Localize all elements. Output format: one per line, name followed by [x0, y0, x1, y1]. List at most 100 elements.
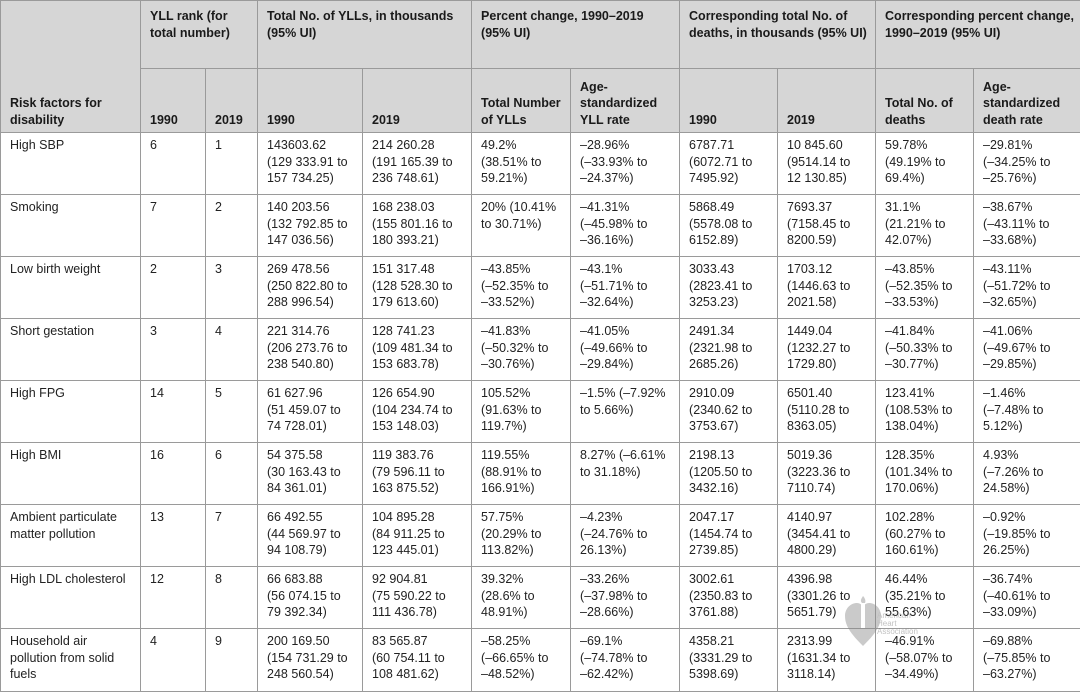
cell-line: 153 148.03)	[372, 419, 439, 433]
cell-line: 123.41%	[885, 386, 935, 400]
deaths-pct-age-cell: –0.92% (–19.85% to 26.25%)	[973, 504, 1080, 567]
cell-line: 166.91%)	[481, 481, 535, 495]
deaths-pct-age-cell: –41.06% (–49.67% to –29.85%)	[973, 318, 1080, 381]
cell-line: –36.74%	[983, 572, 1033, 586]
cell-line: (49.19% to	[885, 154, 946, 169]
rank-1990-cell: 13	[140, 504, 206, 567]
cell-line: –43.1%	[580, 262, 623, 276]
cell-line: 4800.29)	[787, 543, 837, 557]
rank-1990-cell: 12	[140, 566, 206, 629]
cell-line: 126 654.90	[372, 386, 435, 400]
table-row: Smoking 7 2 140 203.56 (132 792.85 to 147 036…	[0, 194, 1080, 257]
cell-line: 5019.36	[787, 448, 833, 462]
yll-pct-total-cell: 57.75% (20.29% to 113.82%)	[471, 504, 572, 567]
cell-line: (–52.35% to	[481, 278, 549, 293]
cell-line: –29.81%	[983, 138, 1033, 152]
cell-line: 104 895.28	[372, 510, 435, 524]
cell-line: 3753.67)	[689, 419, 739, 433]
cell-line: 39.32%	[481, 572, 524, 586]
yll-2019-cell: 126 654.90 (104 234.74 to 153 148.03)	[362, 380, 473, 443]
cell-line: (5578.08 to	[689, 216, 753, 231]
deaths-pct-total-cell: –46.91% (–58.07% to –34.49%)	[875, 628, 975, 692]
cell-line: 2047.17	[689, 510, 735, 524]
deaths-pct-total-cell: 123.41% (108.53% to 138.04%)	[875, 380, 975, 443]
yll-pct-age-cell: –41.31% (–45.98% to –36.16%)	[570, 194, 681, 257]
risk-factor-cell: High LDL cholesterol	[0, 566, 141, 629]
cell-line: –33.53%)	[885, 295, 939, 309]
cell-line: 2739.85)	[689, 543, 739, 557]
table-row: Low birth weight 2 3 269 478.56 (250 822.80 …	[0, 256, 1080, 319]
cell-line: 8.27% (–6.61%	[580, 448, 666, 462]
cell-line: 214 260.28	[372, 138, 435, 152]
rank-1990-cell: 3	[140, 318, 206, 381]
header-deaths-1990: 1990	[679, 68, 779, 133]
header-yll-rank: YLL rank (for total number)	[139, 0, 259, 69]
cell-line: –29.85%)	[983, 357, 1037, 371]
deaths-2019-cell: 1449.04 (1232.27 to 1729.80)	[777, 318, 877, 381]
cell-line: –63.27%)	[983, 667, 1037, 681]
cell-line: –36.16%)	[580, 233, 634, 247]
rank-2019-cell: 9	[204, 628, 259, 692]
cell-line: (128 528.30 to	[372, 278, 453, 293]
cell-line: 4140.97	[787, 510, 833, 524]
cell-line: 74 728.01)	[267, 419, 327, 433]
cell-line: (6072.71 to	[689, 154, 753, 169]
risk-factor-cell: Short gestation	[0, 318, 141, 381]
cell-line: (1205.50 to	[689, 464, 753, 479]
cell-line: 46.44%	[885, 572, 928, 586]
header-total-deaths: Total No. of deaths	[875, 68, 975, 133]
cell-line: 61 627.96	[267, 386, 323, 400]
cell-line: 57.75%	[481, 510, 524, 524]
cell-line: (91.63% to	[481, 402, 542, 417]
cell-line: 2910.09	[689, 386, 735, 400]
cell-line: 55.63%)	[885, 605, 932, 619]
cell-line: 248 560.54)	[267, 667, 334, 681]
rank-2019-cell: 1	[204, 132, 259, 195]
cell-line: –32.65%)	[983, 295, 1037, 309]
cell-line: –41.84%	[885, 324, 935, 338]
deaths-1990-cell: 2198.13 (1205.50 to 3432.16)	[679, 442, 779, 505]
cell-line: 2021.58)	[787, 295, 837, 309]
deaths-1990-cell: 2910.09 (2340.62 to 3753.67)	[679, 380, 779, 443]
cell-line: 8363.05)	[787, 419, 837, 433]
cell-line: (–75.85% to	[983, 650, 1051, 665]
cell-line: 123 445.01)	[372, 543, 439, 557]
deaths-pct-age-cell: –36.74% (–40.61% to –33.09%)	[973, 566, 1080, 629]
cell-line: 163 875.52)	[372, 481, 439, 495]
cell-line: (–50.33% to	[885, 340, 953, 355]
yll-2019-cell: 83 565.87 (60 754.11 to 108 481.62)	[362, 628, 473, 692]
cell-line: (206 273.76 to	[267, 340, 348, 355]
cell-line: –29.84%)	[580, 357, 634, 371]
cell-line: (–34.25% to	[983, 154, 1051, 169]
cell-line: –30.77%)	[885, 357, 939, 371]
yll-pct-age-cell: –43.1% (–51.71% to –32.64%)	[570, 256, 681, 319]
cell-line: 3002.61	[689, 572, 735, 586]
cell-line: (28.6% to	[481, 588, 535, 603]
yll-2019-cell: 128 741.23 (109 481.34 to 153 683.78)	[362, 318, 473, 381]
deaths-1990-cell: 6787.71 (6072.71 to 7495.92)	[679, 132, 779, 195]
rank-2019-cell: 6	[204, 442, 259, 505]
cell-line: 5651.79)	[787, 605, 837, 619]
yll-1990-cell: 269 478.56 (250 822.80 to 288 996.54)	[257, 256, 364, 319]
deaths-pct-age-cell: 4.93% (–7.26% to 24.58%)	[973, 442, 1080, 505]
cell-line: (5110.28 to	[787, 402, 850, 417]
deaths-2019-cell: 7693.37 (7158.45 to 8200.59)	[777, 194, 877, 257]
deaths-pct-age-cell: –29.81% (–34.25% to –25.76%)	[973, 132, 1080, 195]
cell-line: –43.85%	[885, 262, 935, 276]
yll-pct-age-cell: –4.23% (–24.76% to 26.13%)	[570, 504, 681, 567]
cell-line: 200 169.50	[267, 634, 330, 648]
yll-1990-cell: 200 169.50 (154 731.29 to 248 560.54)	[257, 628, 364, 692]
cell-line: (3454.41 to	[787, 526, 851, 541]
risk-factor-cell: High FPG	[0, 380, 141, 443]
cell-line: –33.68%)	[983, 233, 1037, 247]
deaths-pct-total-cell: 128.35% (101.34% to 170.06%)	[875, 442, 975, 505]
cell-line: 59.78%	[885, 138, 928, 152]
deaths-1990-cell: 2047.17 (1454.74 to 2739.85)	[679, 504, 779, 567]
deaths-pct-age-cell: –1.46% (–7.48% to 5.12%)	[973, 380, 1080, 443]
cell-line: (–7.48% to	[983, 402, 1044, 417]
cell-line: (1631.34 to	[787, 650, 851, 665]
cell-line: (2340.62 to	[689, 402, 753, 417]
deaths-2019-cell: 1703.12 (1446.63 to 2021.58)	[777, 256, 877, 319]
cell-line: 180 393.21)	[372, 233, 439, 247]
header-age-std-yll: Age-standardized YLL rate	[570, 68, 681, 133]
